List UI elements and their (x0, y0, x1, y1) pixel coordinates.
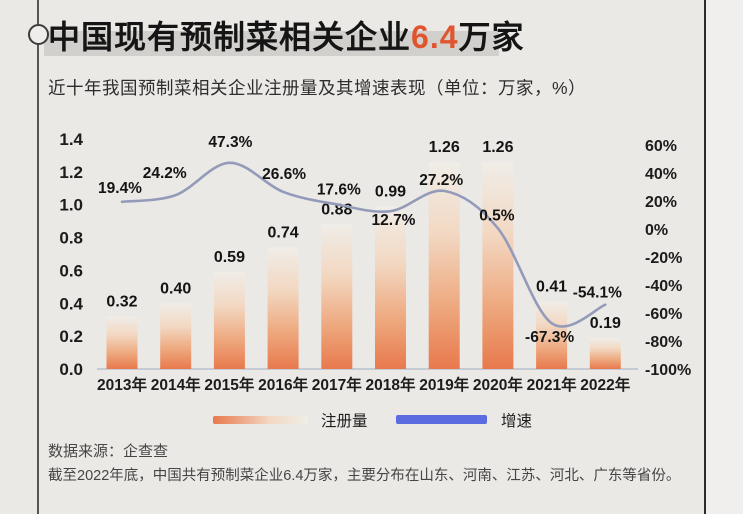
title-number: 6.4 (411, 19, 459, 55)
bar-value-label: 0.99 (375, 183, 406, 200)
year-label: 2014年 (151, 375, 201, 394)
growth-value-label: 17.6% (317, 181, 361, 198)
right-axis-tick: 0% (645, 222, 668, 239)
growth-line (120, 161, 607, 328)
bar-value-label: 0.59 (214, 249, 245, 266)
title-text-before: 中国现有预制菜相关企业 (48, 19, 412, 55)
year-label: 2022年 (580, 375, 630, 394)
growth-value-label: -54.1% (573, 285, 622, 302)
data-source: 数据来源：企查查 (48, 443, 169, 460)
chart-svg: 0.0 0.2 0.4 0.6 0.8 1.0 1.2 1.4 60% 40% 20% 0% -20% -… (59, 130, 691, 394)
bar-value-label: 0.40 (160, 280, 191, 297)
bar-2017年 (321, 224, 353, 369)
bar-2020年 (482, 162, 514, 369)
bar-value-label: 0.19 (590, 315, 621, 332)
bar-2022年 (589, 337, 621, 369)
year-label: 2013年 (97, 375, 147, 394)
right-axis-tick: -20% (645, 250, 682, 267)
left-axis-tick: 0.6 (59, 261, 83, 280)
bar-2018年 (375, 206, 406, 369)
year-label: 2018年 (366, 375, 416, 394)
left-axis-tick: 0.2 (59, 327, 83, 346)
growth-value-label: -67.3% (525, 329, 574, 346)
growth-value-label: 26.6% (262, 166, 306, 183)
page-title: 中国现有预制菜相关企业6.4万家 (48, 12, 525, 58)
bar-value-label: 0.41 (536, 279, 567, 296)
combo-chart: 0.0 0.2 0.4 0.6 0.8 1.0 1.2 1.4 60% 40% 20% 0% -20% -… (45, 112, 705, 404)
chart-subtitle: 近十年我国预制菜相关企业注册量及其增速表现（单位：万家，%） (48, 78, 587, 98)
growth-value-label: 0.5% (479, 207, 515, 224)
bar-value-label: 0.32 (106, 293, 137, 310)
year-label: 2015年 (204, 375, 254, 394)
legend-bar-swatch (213, 416, 308, 424)
growth-value-label: 27.2% (419, 172, 463, 189)
right-margin-strip (706, 0, 743, 514)
bar-2013年 (106, 316, 138, 369)
right-axis-tick: 60% (645, 138, 677, 155)
title-highlight (44, 31, 499, 56)
growth-value-label: 47.3% (208, 134, 252, 151)
bar-value-label: 1.26 (482, 139, 513, 156)
year-label: 2017年 (312, 375, 362, 394)
bar-value-label: 1.26 (429, 139, 460, 156)
bar-value-label: 0.74 (268, 224, 299, 241)
left-axis-tick: 0.0 (59, 360, 83, 379)
bar-2019年 (428, 162, 460, 369)
right-frame-line (704, 0, 706, 514)
left-axis-tick: 1.2 (59, 163, 83, 182)
growth-value-label: 24.2% (143, 165, 187, 182)
right-axis-tick: -80% (645, 334, 682, 351)
legend-line-label: 增速 (501, 413, 533, 430)
left-axis-tick: 1.4 (59, 130, 83, 149)
right-axis-tick: 40% (645, 166, 677, 183)
growth-value-label: 12.7% (372, 212, 416, 229)
right-axis-tick: -60% (645, 306, 682, 323)
year-label: 2016年 (258, 375, 308, 394)
bar-2015年 (213, 272, 245, 369)
bar-2014年 (160, 303, 192, 369)
bullet-ring-icon (28, 24, 49, 45)
right-axis-tick: 20% (645, 194, 677, 211)
growth-value-label: 19.4% (98, 180, 142, 197)
right-axis-tick: -100% (645, 362, 691, 379)
year-label: 2019年 (419, 375, 469, 394)
year-label: 2021年 (527, 375, 577, 394)
year-label: 2020年 (473, 375, 523, 394)
title-text-after: 万家 (458, 19, 525, 55)
left-frame-line (37, 0, 39, 514)
left-axis-tick: 1.0 (59, 196, 83, 215)
bar-2016年 (267, 247, 299, 369)
left-axis-tick: 0.4 (59, 294, 83, 313)
legend-line-swatch (396, 415, 487, 424)
right-axis-tick: -40% (645, 278, 682, 295)
left-axis-tick: 0.8 (59, 229, 83, 248)
footer-note: 截至2022年底，中国共有预制菜企业6.4万家，主要分布在山东、河南、江苏、河北… (48, 468, 681, 484)
legend-bar-label: 注册量 (321, 413, 368, 430)
